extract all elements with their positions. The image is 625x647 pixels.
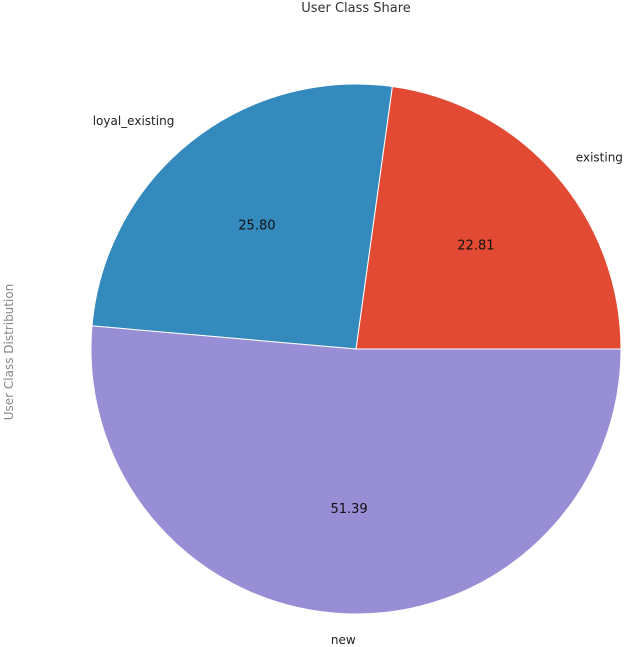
pie-slices	[90, 83, 622, 615]
slice-value-new: 51.39	[330, 502, 367, 517]
slice-value-existing: 22.81	[457, 239, 494, 254]
slice-label-existing: existing	[576, 151, 623, 165]
slice-value-loyal-existing: 25.80	[238, 219, 275, 234]
slice-label-loyal-existing: loyal_existing	[93, 114, 175, 128]
chart-title: User Class Share	[301, 1, 411, 16]
y-axis-label: User Class Distribution	[2, 284, 16, 421]
pie-slice-new	[90, 325, 622, 615]
pie-labels: existing 22.81 loyal_existing 25.80 new 51.39	[93, 114, 623, 647]
pie-slice-existing	[355, 85, 622, 350]
pie-slice-loyal-existing	[91, 83, 393, 350]
slice-label-new: new	[331, 633, 356, 647]
